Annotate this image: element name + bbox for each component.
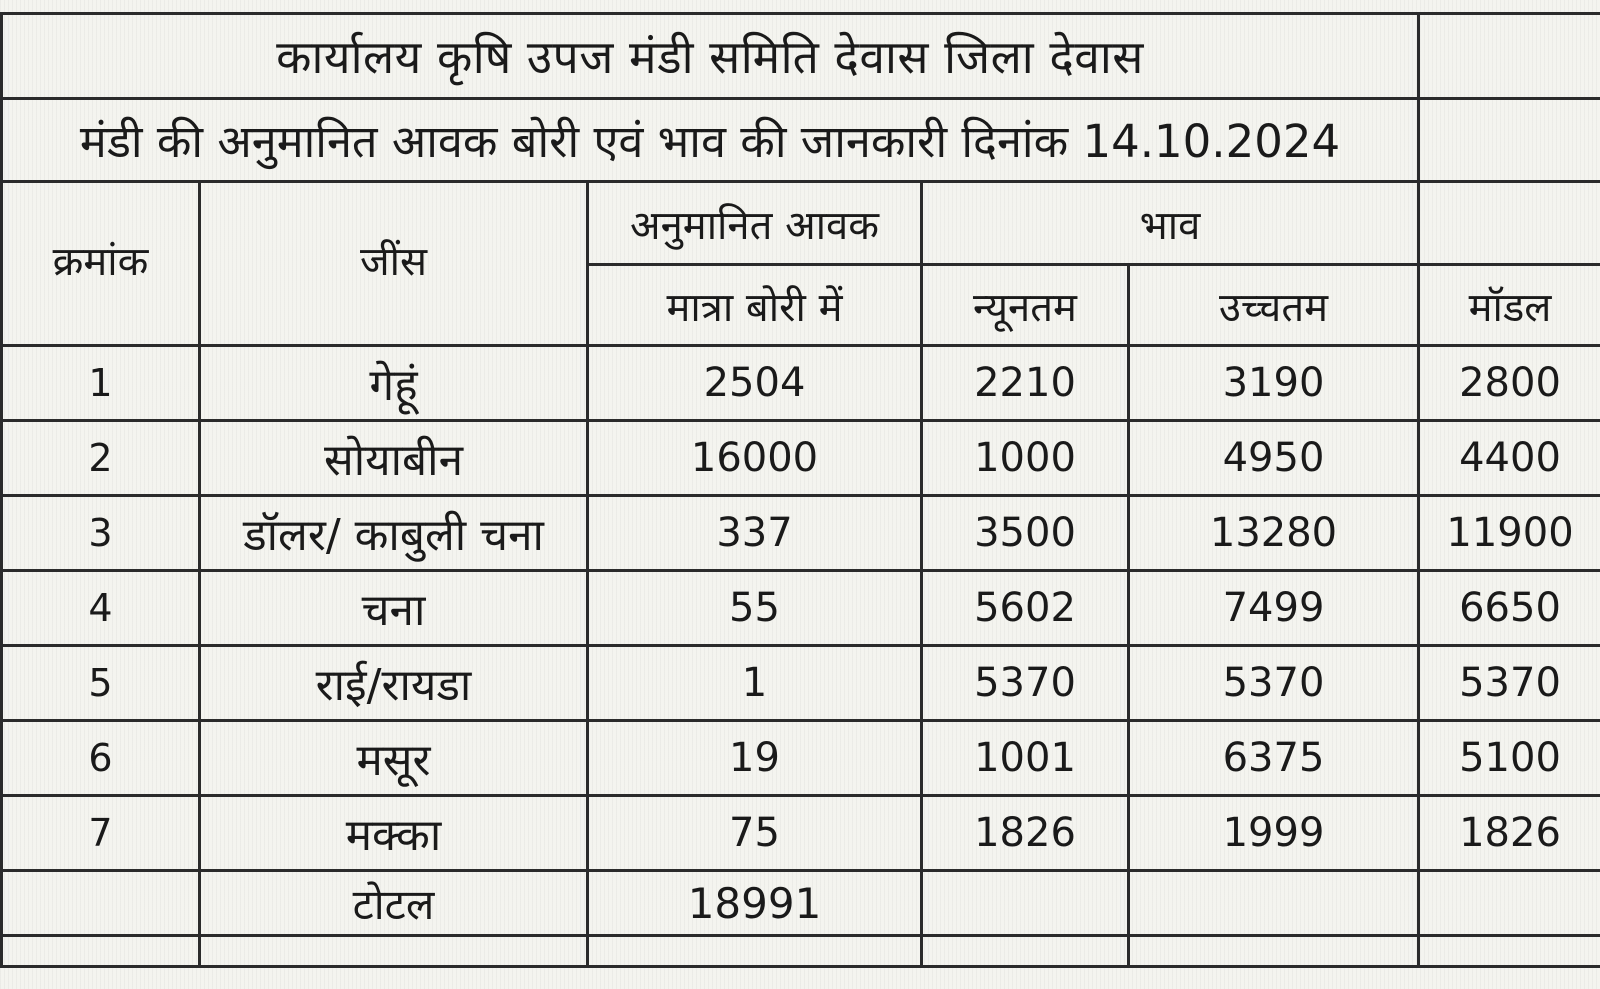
min-cell: 2210 (920, 344, 1130, 422)
serial-cell: 7 (0, 794, 201, 872)
arrival-qty-header: मात्रा बोरी में (586, 263, 923, 347)
header-row-2: मात्रा बोरी में न्यूनतम उच्चतम मॉडल (2, 263, 1600, 347)
max-cell: 1999 (1126, 794, 1421, 872)
table-row: 2 सोयाबीन 16000 1000 4950 4400 (0, 419, 1600, 497)
crop-cell: डॉलर/ काबुली चना (198, 494, 589, 572)
max-cell: 4950 (1126, 419, 1421, 497)
model-cell: 5370 (1417, 644, 1600, 722)
model-cell: 6650 (1417, 569, 1600, 647)
model-price-header: मॉडल (1417, 263, 1600, 347)
subtitle-row: मंडी की अनुमानित आवक बोरी एवं भाव की जान… (0, 97, 1600, 183)
blank-cell (920, 869, 1130, 937)
header-row-1: क्रमांक जींस अनुमानित आवक भाव (0, 180, 1600, 347)
blank-cell (1417, 97, 1600, 183)
qty-cell: 19 (586, 719, 923, 797)
table-row: 6 मसूर 19 1001 6375 5100 (0, 719, 1600, 797)
title-row: कार्यालय कृषि उपज मंडी समिति देवास जिला … (0, 12, 1600, 100)
empty-row (0, 934, 1600, 968)
max-cell: 3190 (1126, 344, 1421, 422)
blank-cell (0, 869, 201, 937)
blank-cell (1417, 12, 1600, 100)
model-cell: 1826 (1417, 794, 1600, 872)
serial-cell: 3 (0, 494, 201, 572)
max-cell: 5370 (1126, 644, 1421, 722)
table-row: 7 मक्का 75 1826 1999 1826 (0, 794, 1600, 872)
min-price-header: न्यूनतम (920, 263, 1130, 347)
crop-header: जींस (198, 180, 589, 347)
blank-cell (1417, 180, 1600, 266)
serial-cell: 1 (0, 344, 201, 422)
crop-cell: राई/रायडा (198, 644, 589, 722)
crop-cell: सोयाबीन (198, 419, 589, 497)
blank-cell (1417, 934, 1600, 968)
max-cell: 13280 (1126, 494, 1421, 572)
total-qty: 18991 (586, 869, 923, 937)
serial-header: क्रमांक (0, 180, 201, 347)
table-row: 4 चना 55 5602 7499 6650 (0, 569, 1600, 647)
crop-cell: गेहूं (198, 344, 589, 422)
model-cell: 5100 (1417, 719, 1600, 797)
qty-cell: 75 (586, 794, 923, 872)
min-cell: 1826 (920, 794, 1130, 872)
table-row: 1 गेहूं 2504 2210 3190 2800 (0, 344, 1600, 422)
serial-cell: 6 (0, 719, 201, 797)
model-cell: 2800 (1417, 344, 1600, 422)
rates-table: कार्यालय कृषि उपज मंडी समिति देवास जिला … (0, 12, 1600, 968)
max-price-header: उच्चतम (1126, 263, 1421, 347)
sheet-subtitle: मंडी की अनुमानित आवक बोरी एवं भाव की जान… (0, 97, 1421, 183)
arrival-group-header: अनुमानित आवक (586, 180, 923, 266)
crop-cell: चना (198, 569, 589, 647)
qty-cell: 1 (586, 644, 923, 722)
model-cell: 11900 (1417, 494, 1600, 572)
max-cell: 6375 (1126, 719, 1421, 797)
qty-cell: 55 (586, 569, 923, 647)
blank-cell (0, 934, 201, 968)
min-cell: 1000 (920, 419, 1130, 497)
total-label: टोटल (198, 869, 589, 937)
blank-cell (586, 934, 923, 968)
price-group-header: भाव (919, 180, 1421, 266)
crop-cell: मक्का (198, 794, 589, 872)
qty-cell: 16000 (586, 419, 923, 497)
table-row: 5 राई/रायडा 1 5370 5370 5370 (0, 644, 1600, 722)
total-row: टोटल 18991 (0, 869, 1600, 937)
min-cell: 5370 (920, 644, 1130, 722)
min-cell: 1001 (920, 719, 1130, 797)
qty-cell: 337 (586, 494, 923, 572)
sheet-title: कार्यालय कृषि उपज मंडी समिति देवास जिला … (0, 12, 1421, 100)
blank-cell (920, 934, 1130, 968)
model-cell: 4400 (1417, 419, 1600, 497)
blank-cell (1126, 869, 1421, 937)
qty-cell: 2504 (586, 344, 923, 422)
blank-cell (1417, 869, 1600, 937)
serial-cell: 4 (0, 569, 201, 647)
min-cell: 3500 (920, 494, 1130, 572)
serial-cell: 2 (0, 419, 201, 497)
min-cell: 5602 (920, 569, 1130, 647)
blank-cell (1126, 934, 1421, 968)
serial-cell: 5 (0, 644, 201, 722)
crop-cell: मसूर (198, 719, 589, 797)
max-cell: 7499 (1126, 569, 1421, 647)
table-row: 3 डॉलर/ काबुली चना 337 3500 13280 11900 (0, 494, 1600, 572)
blank-cell (198, 934, 589, 968)
